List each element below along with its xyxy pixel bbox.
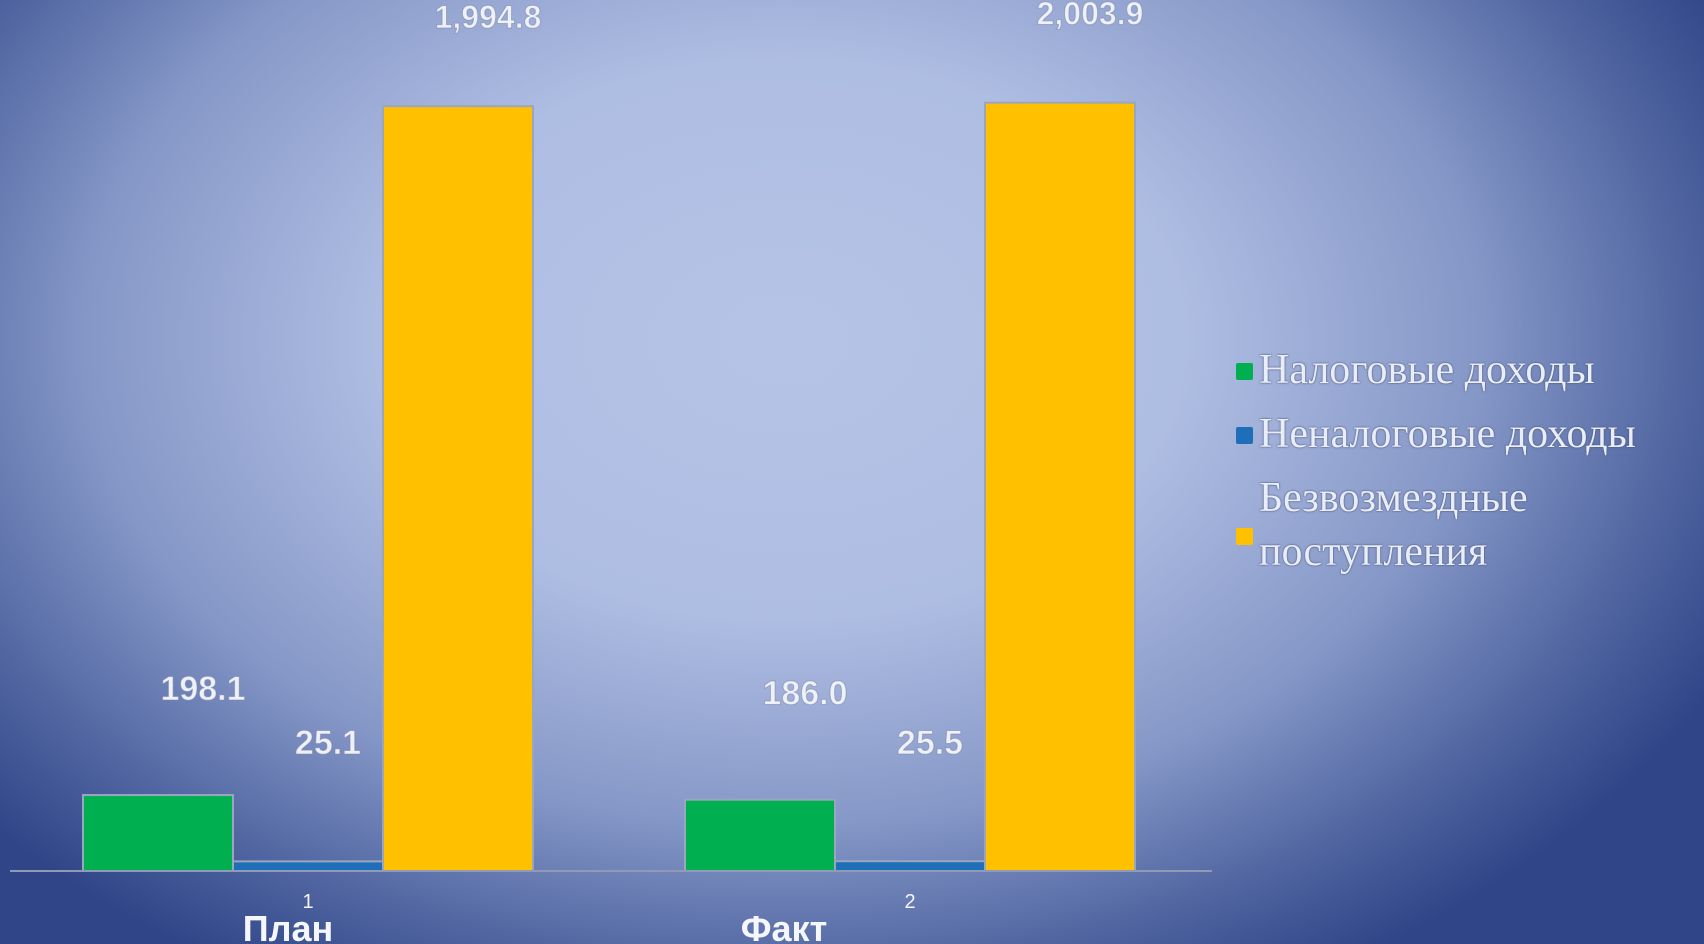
data-label-series-2-category-1: 25.1	[295, 724, 361, 762]
category-label-1: План	[243, 908, 334, 944]
data-label-series-2-category-2: 25.5	[897, 724, 963, 762]
legend: Налоговые доходы Неналоговые доходы Безвоз…	[1236, 343, 1698, 589]
legend-item-3: Безвозмездные поступления	[1236, 471, 1698, 579]
legend-label-2: Неналоговые доходы	[1259, 411, 1636, 457]
bar-series-2-category-1	[232, 860, 384, 872]
legend-label-3: Безвозмездные поступления	[1259, 475, 1528, 575]
bar-series-3-category-1	[382, 105, 534, 872]
data-label-series-3-category-1: 1,994.8	[435, 0, 542, 35]
bar-series-3-category-2	[984, 101, 1136, 872]
legend-label-1: Налоговые доходы	[1259, 347, 1595, 393]
data-label-series-3-category-2: 2,003.9	[1037, 0, 1144, 32]
bar-series-1-category-2	[684, 798, 836, 872]
legend-swatch-2	[1236, 427, 1253, 444]
legend-swatch-1	[1236, 363, 1253, 380]
tick-number-2: 2	[904, 891, 915, 913]
bar-series-1-category-1	[82, 794, 234, 872]
legend-item-2: Неналоговые доходы	[1236, 407, 1698, 461]
legend-swatch-3	[1236, 528, 1253, 545]
legend-item-1: Налоговые доходы	[1236, 343, 1698, 397]
data-label-group: 198.1 186.0 25.1 25.5 1,994.8 2,003.9	[160, 0, 1144, 763]
tick-number-1: 1	[302, 891, 313, 913]
data-label-series-1-category-1: 198.1	[160, 670, 245, 708]
bar-series-2-category-2	[834, 860, 986, 872]
category-label-2: Факт	[741, 908, 827, 944]
data-label-series-1-category-2: 186.0	[762, 675, 847, 713]
bar-group	[82, 101, 1136, 872]
